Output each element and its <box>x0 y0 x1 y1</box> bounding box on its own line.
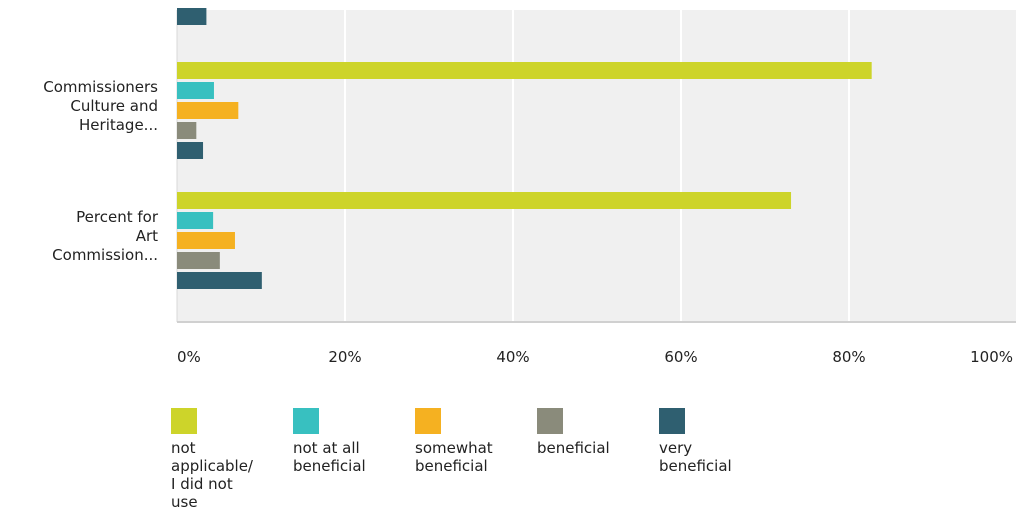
x-tick-label: 40% <box>496 348 529 366</box>
x-tick-label: 100% <box>970 348 1013 366</box>
legend-label: somewhat beneficial <box>415 439 493 475</box>
plot-area <box>177 10 1016 322</box>
bar <box>177 8 207 25</box>
legend: not applicable/ I did not use not at all … <box>171 408 781 511</box>
bar <box>177 232 235 249</box>
bar <box>177 102 239 119</box>
x-tick-label: 0% <box>177 348 201 366</box>
bar <box>177 252 220 269</box>
bar <box>177 62 872 79</box>
x-tick-label: 60% <box>664 348 697 366</box>
legend-label: not at all beneficial <box>293 439 366 475</box>
legend-item: very beneficial <box>659 408 781 511</box>
legend-label: not applicable/ I did not use <box>171 439 253 511</box>
legend-item: beneficial <box>537 408 659 511</box>
legend-label: beneficial <box>537 439 610 457</box>
legend-swatch <box>415 408 441 434</box>
legend-swatch <box>537 408 563 434</box>
legend-item: somewhat beneficial <box>415 408 537 511</box>
legend-item: not at all beneficial <box>293 408 415 511</box>
x-tick-label: 20% <box>328 348 361 366</box>
bar <box>177 82 214 99</box>
legend-label: very beneficial <box>659 439 732 475</box>
bar <box>177 142 204 159</box>
legend-swatch <box>659 408 685 434</box>
legend-swatch <box>171 408 197 434</box>
bar <box>177 272 262 289</box>
category-label: Percent for Art Commission... <box>52 208 158 264</box>
bar <box>177 212 214 229</box>
category-label: Commissioners Culture and Heritage... <box>43 78 158 134</box>
legend-item: not applicable/ I did not use <box>171 408 293 511</box>
bar <box>177 122 197 139</box>
legend-swatch <box>293 408 319 434</box>
bar <box>177 192 792 209</box>
x-tick-label: 80% <box>832 348 865 366</box>
